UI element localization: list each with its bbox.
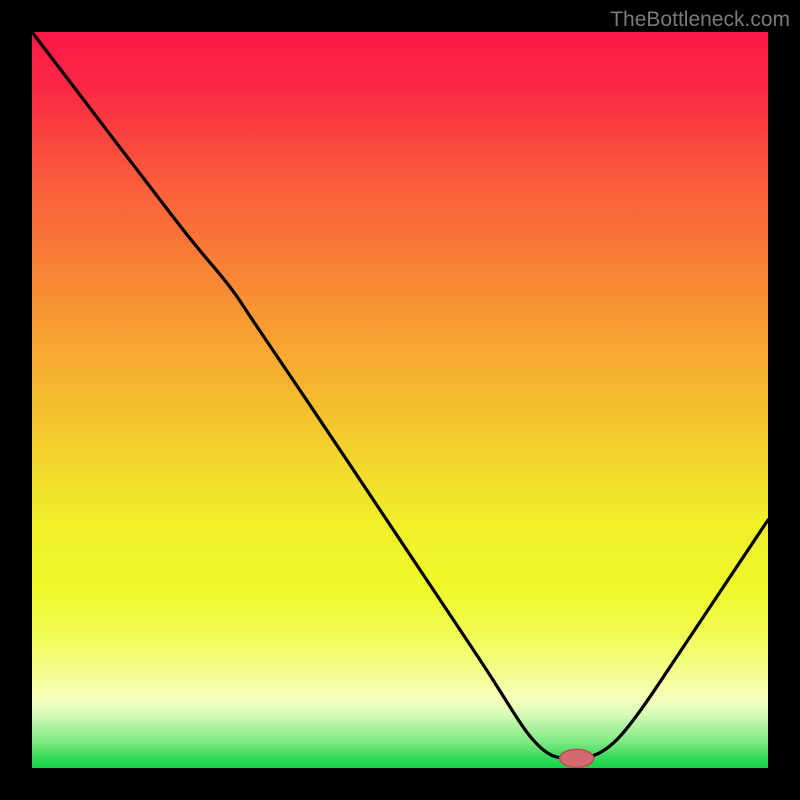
optimal-point-marker bbox=[560, 749, 594, 767]
chart-stage: TheBottleneck.com bbox=[0, 0, 800, 800]
gradient-plot-area bbox=[32, 32, 768, 768]
watermark-text: TheBottleneck.com bbox=[610, 8, 790, 32]
chart-svg bbox=[0, 0, 800, 800]
